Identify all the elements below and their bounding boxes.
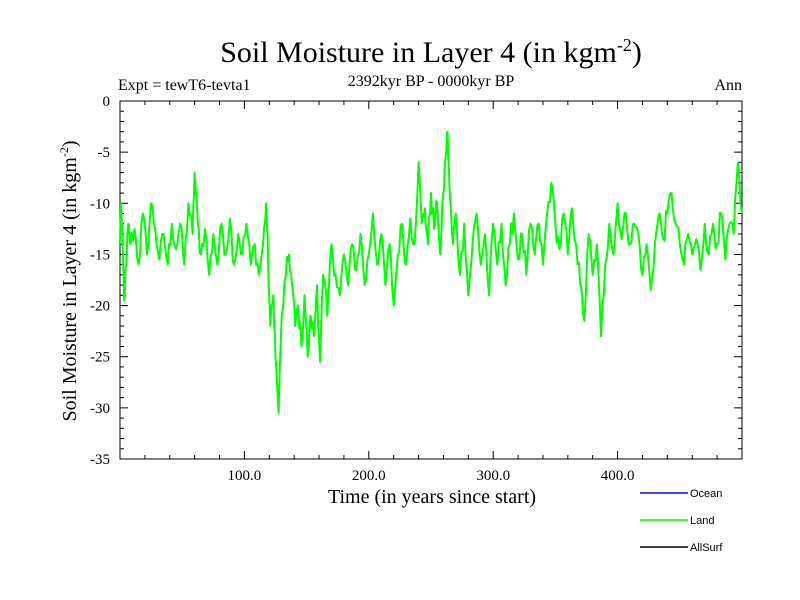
season-label: Ann (714, 77, 742, 94)
x-tick-label: 400.0 (601, 468, 635, 484)
axis-ticks (119, 100, 743, 460)
y-tick-label: -5 (98, 145, 111, 161)
y-tick-label: 0 (103, 94, 111, 110)
legend-allsurf-label: AllSurf (690, 542, 723, 554)
x-axis-label: Time (in years since start) (328, 486, 536, 508)
x-tick-label: 200.0 (352, 468, 386, 484)
y-tick-label: -15 (90, 247, 110, 263)
x-tick-label: 100.0 (228, 468, 262, 484)
x-tick-label: 300.0 (476, 468, 510, 484)
y-tick-label: -20 (90, 299, 110, 315)
legend-ocean-label: Ocean (690, 488, 722, 500)
y-tick-labels: 0 -5 -10 -15 -20 -25 -30 -35 (90, 94, 110, 468)
y-tick-label: -10 (90, 196, 110, 212)
chart-subtitle: 2392kyr BP - 0000kyr BP (348, 73, 515, 90)
expt-label: Expt = tewT6-tevta1 (118, 77, 251, 94)
y-tick-label: -30 (90, 401, 110, 417)
plot-frame (119, 100, 743, 460)
legend-land-label: Land (690, 515, 714, 527)
y-tick-label: -25 (90, 350, 110, 366)
chart-title: Soil Moisture in Layer 4 (in kgm-2) (220, 35, 642, 69)
x-tick-labels: 100.0 200.0 300.0 400.0 (228, 468, 635, 484)
y-axis-label: Soil Moisture in Layer 4 (in kgm-2) (57, 140, 81, 421)
legend: Ocean Land AllSurf (640, 488, 723, 554)
y-tick-label: -35 (90, 452, 110, 468)
land-series-line (119, 130, 743, 414)
